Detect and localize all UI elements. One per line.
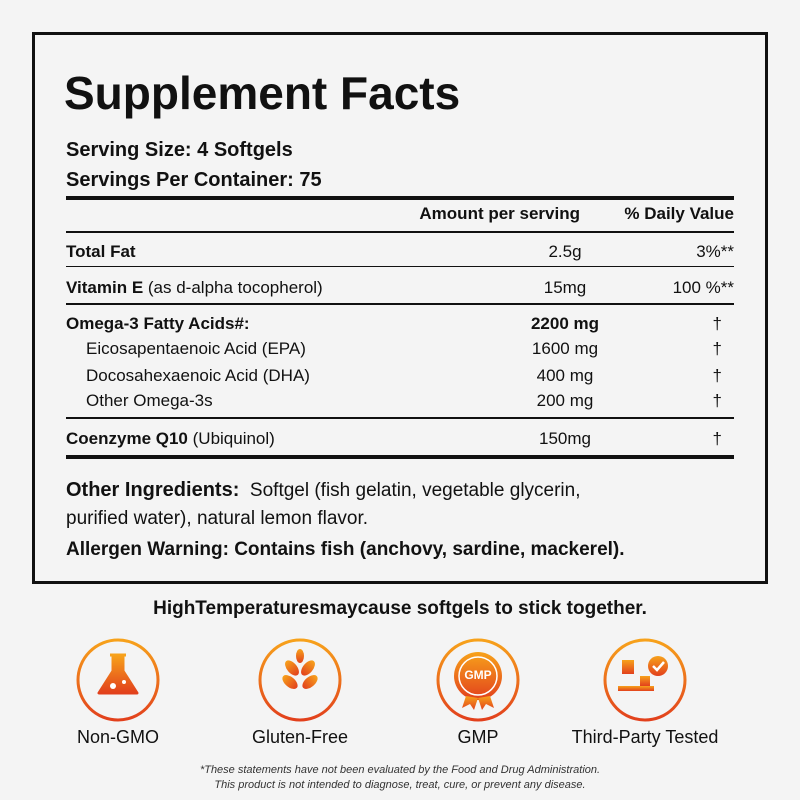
storage-warning: HighTemperaturesmaycause softgels to sti… xyxy=(153,598,647,619)
row-name: Other Omega-3s xyxy=(86,391,213,410)
allergen-warning: Allergen Warning: Contains fish (anchovy… xyxy=(66,539,625,560)
badge-label: Gluten-Free xyxy=(251,727,349,747)
title: Supplement Facts xyxy=(64,67,461,119)
badge-icon xyxy=(258,638,342,722)
row-name: Vitamin E xyxy=(66,278,144,297)
divider xyxy=(66,266,734,267)
row-amount: 1600 mg xyxy=(531,339,599,358)
row-dv: † xyxy=(712,391,722,410)
ingredients-text: Softgel (fish gelatin, vegetable glyceri… xyxy=(249,480,581,501)
facts-panel xyxy=(32,32,768,584)
amount-header: Amount per serving xyxy=(419,204,580,223)
row-name: Total Fat xyxy=(66,242,136,261)
badge-label: Third-Party Tested xyxy=(571,727,719,747)
serving-size: Serving Size: 4 Softgels xyxy=(66,139,293,161)
disclaimer: *These statements have not been evaluate… xyxy=(199,764,601,776)
servings-per-container: Servings Per Container: 75 xyxy=(66,169,322,191)
divider xyxy=(66,303,734,305)
row-amount: 200 mg xyxy=(536,391,594,410)
badge-icon xyxy=(603,638,687,722)
row-note: (Ubiquinol) xyxy=(192,429,275,448)
row-amount: 15mg xyxy=(543,278,587,297)
row-dv: † xyxy=(712,366,722,385)
badge-icon xyxy=(76,638,160,722)
badge-icon-text: GMP xyxy=(464,668,492,682)
row-name: Eicosapentaenoic Acid (EPA) xyxy=(86,339,306,358)
row-amount: 150mg xyxy=(539,429,591,448)
row-dv: † xyxy=(712,339,722,358)
row-amount: 2.5g xyxy=(548,242,582,261)
row-dv: 100 %** xyxy=(672,278,734,297)
dv-header: % Daily Value xyxy=(624,204,734,223)
ingredients-text: purified water), natural lemon flavor. xyxy=(66,508,369,529)
row-dv: 3%** xyxy=(696,242,734,261)
divider xyxy=(66,455,734,459)
row-note: (as d-alpha tocopherol) xyxy=(147,278,323,297)
row-dv: † xyxy=(712,429,722,448)
divider xyxy=(66,231,734,233)
divider xyxy=(66,196,734,200)
badge-label: Non-GMO xyxy=(76,727,159,747)
row-amount: 2200 mg xyxy=(530,314,600,333)
badge-label: GMP xyxy=(457,727,499,747)
row-name: Docosahexaenoic Acid (DHA) xyxy=(86,366,310,385)
ingredients-label: Other Ingredients: xyxy=(66,479,240,501)
divider xyxy=(66,417,734,419)
row-amount: 400 mg xyxy=(536,366,594,385)
row-name: Omega-3 Fatty Acids#: xyxy=(66,314,250,333)
row-name: Coenzyme Q10 xyxy=(66,429,188,448)
row-dv: † xyxy=(712,314,722,333)
disclaimer: This product is not intended to diagnose… xyxy=(214,779,586,791)
